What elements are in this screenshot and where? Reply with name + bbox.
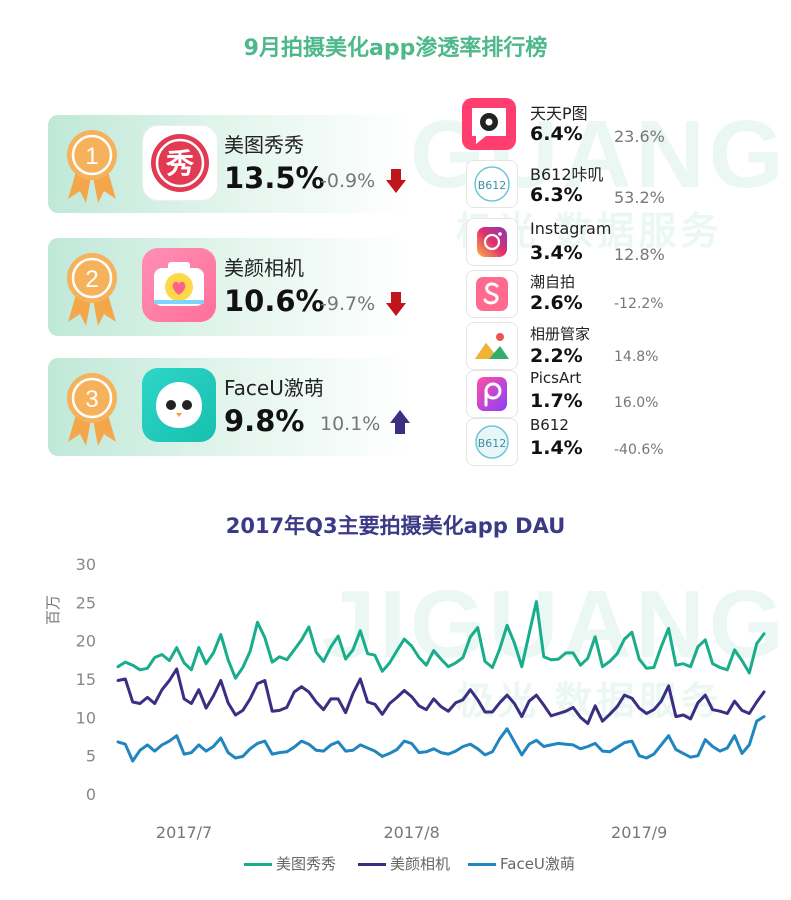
beauty-camera-app-icon: [142, 248, 216, 322]
series-line-2: [116, 667, 766, 725]
series-line-3: [116, 715, 766, 763]
meitu-app-icon: 秀: [142, 125, 218, 201]
arrow-down-icon: [386, 292, 406, 316]
app-name: 相册管家: [530, 325, 591, 343]
app-change: -9.7%: [320, 293, 376, 315]
legend-item-meitu: 美图秀秀: [244, 853, 336, 874]
app-change: 23.6%: [614, 127, 665, 146]
app-name: 天天P图: [530, 104, 588, 123]
x-tick-label: 2017/9: [611, 823, 667, 842]
rank-card-1: 1 秀 美图秀秀 13.5% -0.9%: [48, 115, 410, 213]
x-tick-label: 2017/8: [383, 823, 439, 842]
y-tick-label: 10: [76, 708, 96, 727]
y-axis-label: 百万: [44, 595, 62, 625]
app-penetration: 3.4%: [530, 242, 583, 264]
rank-number: 1: [85, 143, 98, 170]
instagram-icon: [466, 218, 518, 266]
svg-text:秀: 秀: [165, 147, 194, 180]
app-change: 53.2%: [614, 188, 665, 207]
app-change: -40.6%: [614, 442, 664, 458]
app-name: Instagram: [530, 219, 612, 238]
b612-kaji-icon: B612: [466, 160, 518, 208]
legend-item-faceu: FaceU激萌: [468, 853, 575, 874]
app-change: 16.0%: [614, 395, 659, 411]
app-name: 美颜相机: [224, 256, 304, 280]
app-penetration: 6.4%: [530, 123, 583, 145]
medal-icon: 2: [67, 253, 117, 326]
app-name: 美图秀秀: [224, 133, 304, 157]
dau-chart-title: 2017年Q3主要拍摄美化app DAU: [225, 514, 566, 538]
legend-item-beautycam: 美颜相机: [358, 853, 450, 874]
ranking-title: 9月拍摄美化app渗透率排行榜: [243, 36, 548, 61]
app-change: 12.8%: [614, 245, 665, 264]
svg-text:B612: B612: [478, 437, 507, 450]
app-name: 潮自拍: [530, 273, 576, 291]
app-name: FaceU激萌: [224, 376, 324, 400]
rank-card-2: 2 美颜相机 10.6% -9.7%: [48, 238, 410, 336]
app-change: -12.2%: [614, 296, 664, 312]
app-name: B612: [530, 416, 569, 434]
faceu-app-icon: [142, 368, 216, 442]
series-line-1: [116, 600, 766, 680]
app-change: 14.8%: [614, 349, 659, 365]
y-tick-label: 25: [76, 593, 96, 612]
app-penetration: 1.7%: [530, 390, 583, 412]
app-change: -0.9%: [320, 170, 376, 192]
app-penetration: 6.3%: [530, 184, 583, 206]
app-penetration: 13.5%: [224, 161, 325, 195]
chaozipai-icon: [466, 270, 518, 318]
arrow-up-icon: [390, 410, 410, 434]
y-tick-label: 0: [86, 785, 96, 804]
rank-card-3: 3 FaceU激萌 9.8% 10.1%: [48, 358, 410, 456]
x-tick-label: 2017/7: [156, 823, 212, 842]
y-tick-label: 5: [86, 747, 96, 766]
arrow-down-icon: [386, 169, 406, 193]
y-tick-label: 15: [76, 670, 96, 689]
y-tick-label: 30: [76, 555, 96, 574]
app-penetration: 10.6%: [224, 284, 325, 318]
rank-number: 3: [85, 386, 98, 413]
app-name: PicsArt: [530, 369, 582, 387]
app-name: B612咔叽: [530, 165, 604, 184]
medal-icon: 1: [67, 130, 117, 203]
svg-text:B612: B612: [478, 179, 507, 192]
y-tick-label: 20: [76, 632, 96, 651]
app-penetration: 2.6%: [530, 292, 583, 314]
tiantian-p-icon: [462, 98, 516, 150]
app-change: 10.1%: [320, 413, 381, 435]
app-penetration: 2.2%: [530, 345, 583, 367]
rank-number: 2: [85, 266, 98, 293]
picsart-icon: [466, 370, 518, 418]
app-penetration: 1.4%: [530, 437, 583, 459]
app-penetration: 9.8%: [224, 404, 305, 438]
album-manager-icon: [466, 322, 518, 370]
b612-icon: B612: [466, 418, 518, 466]
dau-line-chart: 百万 30 25 20 15 10 5 0 2017/7 2017/8 2017/9: [44, 555, 766, 842]
medal-icon: 3: [67, 373, 117, 446]
